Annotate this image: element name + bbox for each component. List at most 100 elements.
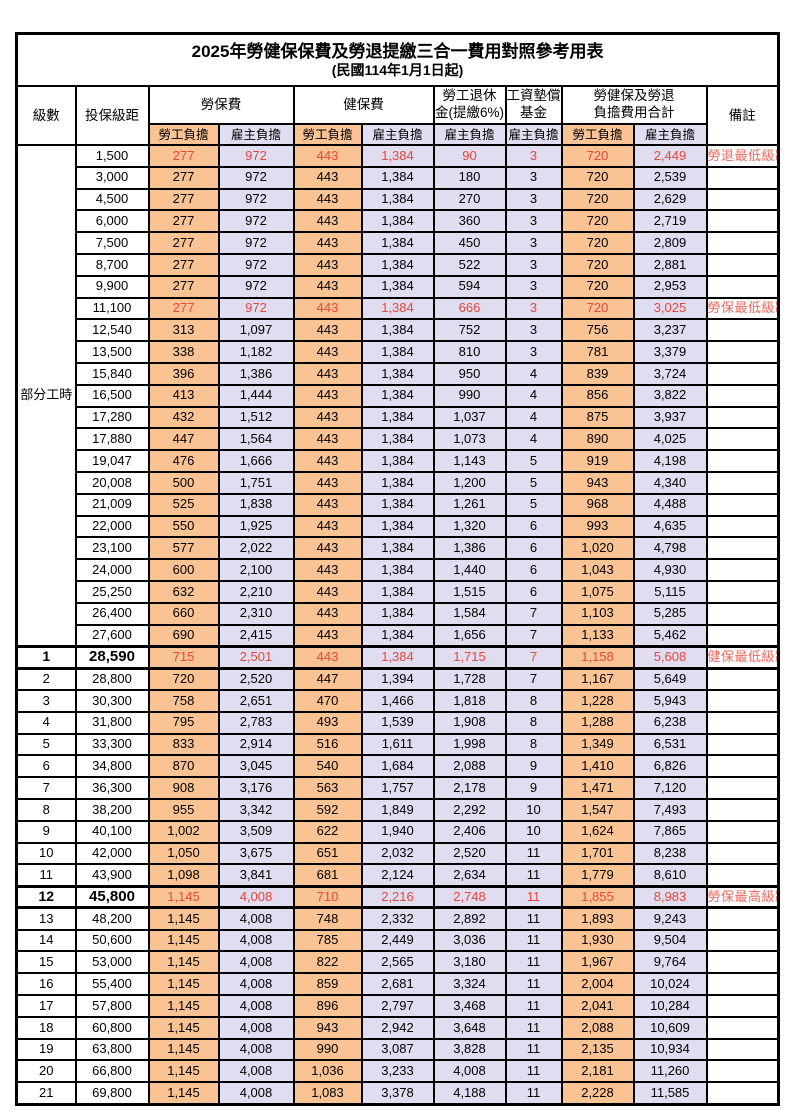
cell-level: 8 (15, 797, 77, 822)
cell-health-employee: 443 (292, 383, 363, 408)
cell-level: 20 (15, 1059, 77, 1084)
cell-level: 6 (15, 754, 77, 779)
cell-health-employer: 3,233 (360, 1059, 435, 1084)
table-row: 15 53,000 1,145 4,008 822 2,565 3,180 11 1,967 9,… (15, 950, 780, 975)
cell-remark (705, 667, 780, 691)
cell-health-employer: 1,384 (360, 296, 435, 321)
cell-labor-employee: 660 (147, 601, 220, 626)
cell-labor-employer: 2,783 (217, 710, 295, 735)
table-row: 13 48,200 1,145 4,008 748 2,332 2,892 11 1,893 9,… (15, 906, 780, 931)
cell-bracket: 13,500 (74, 340, 150, 364)
cell-total-employer: 10,284 (632, 994, 708, 1018)
cell-pension-employer: 1,715 (432, 644, 507, 670)
cell-labor-employer: 1,838 (217, 492, 295, 517)
cell-total-employee: 1,075 (560, 579, 635, 604)
cell-health-employee: 943 (292, 1015, 363, 1040)
cell-health-employee: 443 (292, 274, 363, 299)
header-remark: 備註 (705, 85, 780, 146)
cell-pension-employer: 752 (432, 318, 507, 343)
cell-total-employer: 2,881 (632, 252, 708, 277)
cell-health-employer: 2,565 (360, 950, 435, 975)
header-health-employee: 勞工負擔 (292, 123, 363, 146)
table-row: 25,250 632 2,210 443 1,384 1,515 6 1,075 5,115 (17, 579, 780, 604)
cell-level: 5 (15, 732, 77, 757)
cell-labor-employer: 3,342 (217, 797, 295, 822)
cell-health-employee: 748 (292, 906, 363, 931)
cell-labor-employee: 1,145 (147, 994, 220, 1018)
cell-labor-employee: 600 (147, 558, 220, 582)
table-row: 6,000 277 972 443 1,384 360 3 720 2,719 (17, 209, 780, 234)
table-row: 3 30,300 758 2,651 470 1,466 1,818 8 1,228 5,943 (15, 688, 780, 713)
cell-labor-employee: 1,145 (147, 1037, 220, 1062)
cell-level: 17 (15, 994, 77, 1018)
cell-total-employer: 8,238 (632, 841, 708, 866)
table-row: 17 57,800 1,145 4,008 896 2,797 3,468 11 2,041 10… (15, 994, 780, 1018)
cell-pension-employer: 2,292 (432, 797, 507, 822)
cell-remark (705, 318, 780, 343)
cell-pension-employer: 1,143 (432, 449, 507, 473)
cell-total-employee: 993 (560, 514, 635, 539)
cell-level: 3 (15, 688, 77, 713)
cell-labor-employer: 4,008 (217, 1037, 295, 1062)
table-row: 10 42,000 1,050 3,675 651 2,032 2,520 11 1,701 8,… (15, 841, 780, 866)
cell-fund-employer: 4 (504, 427, 563, 452)
cell-bracket: 15,840 (74, 361, 150, 386)
cell-bracket: 30,300 (74, 688, 150, 713)
cell-total-employer: 4,488 (632, 492, 708, 517)
cell-total-employer: 3,724 (632, 361, 708, 386)
cell-health-employee: 443 (292, 644, 363, 670)
cell-bracket: 28,800 (74, 667, 150, 691)
cell-health-employee: 443 (292, 144, 363, 168)
cell-bracket: 6,000 (74, 209, 150, 234)
cell-labor-employee: 1,098 (147, 863, 220, 888)
cell-health-employer: 1,684 (360, 754, 435, 779)
cell-labor-employee: 1,145 (147, 1059, 220, 1084)
cell-health-employee: 622 (292, 819, 363, 844)
cell-total-employer: 11,260 (632, 1059, 708, 1084)
cell-total-employer: 3,937 (632, 405, 708, 430)
cell-labor-employer: 4,008 (217, 1081, 295, 1106)
cell-pension-employer: 2,406 (432, 819, 507, 844)
cell-labor-employee: 447 (147, 427, 220, 452)
cell-fund-employer: 11 (504, 950, 563, 975)
cell-remark (705, 252, 780, 277)
cell-health-employee: 443 (292, 623, 363, 648)
cell-total-employee: 2,181 (560, 1059, 635, 1084)
cell-pension-employer: 2,892 (432, 906, 507, 931)
cell-pension-employer: 2,088 (432, 754, 507, 779)
cell-health-employer: 1,394 (360, 667, 435, 691)
cell-labor-employer: 2,651 (217, 688, 295, 713)
cell-bracket: 9,900 (74, 274, 150, 299)
table-row: 21,009 525 1,838 443 1,384 1,261 5 968 4,488 (17, 492, 780, 517)
cell-bracket: 7,500 (74, 231, 150, 255)
cell-labor-employee: 432 (147, 405, 220, 430)
cell-health-employer: 2,032 (360, 841, 435, 866)
cell-remark (705, 383, 780, 408)
cell-health-employee: 443 (292, 296, 363, 321)
cell-health-employer: 1,384 (360, 209, 435, 234)
cell-bracket: 57,800 (74, 994, 150, 1018)
cell-labor-employer: 972 (217, 187, 295, 212)
cell-fund-employer: 8 (504, 732, 563, 757)
table-row: 7,500 277 972 443 1,384 450 3 720 2,809 (17, 231, 780, 255)
cell-total-employer: 2,809 (632, 231, 708, 255)
cell-pension-employer: 2,178 (432, 776, 507, 800)
cell-total-employer: 7,493 (632, 797, 708, 822)
cell-health-employee: 443 (292, 318, 363, 343)
cell-labor-employee: 550 (147, 514, 220, 539)
cell-total-employee: 720 (560, 165, 635, 190)
cell-health-employer: 1,539 (360, 710, 435, 735)
table-row: 8 38,200 955 3,342 592 1,849 2,292 10 1,547 7,493 (15, 797, 780, 822)
cell-fund-employer: 3 (504, 209, 563, 234)
header-row-groups: 級數 投保級距 勞保費 健保費 勞工退休 金(提繳6%) 工資墊償 基金 勞健保… (15, 85, 780, 146)
cell-total-employee: 839 (560, 361, 635, 386)
cell-bracket: 63,800 (74, 1037, 150, 1062)
cell-health-employer: 1,384 (360, 187, 435, 212)
cell-remark (705, 950, 780, 975)
cell-fund-employer: 10 (504, 797, 563, 822)
header-total: 勞健保及勞退 負擔費用合計 (560, 85, 708, 125)
cell-fund-employer: 3 (504, 231, 563, 255)
cell-fund-employer: 6 (504, 558, 563, 582)
cell-health-employee: 859 (292, 972, 363, 997)
